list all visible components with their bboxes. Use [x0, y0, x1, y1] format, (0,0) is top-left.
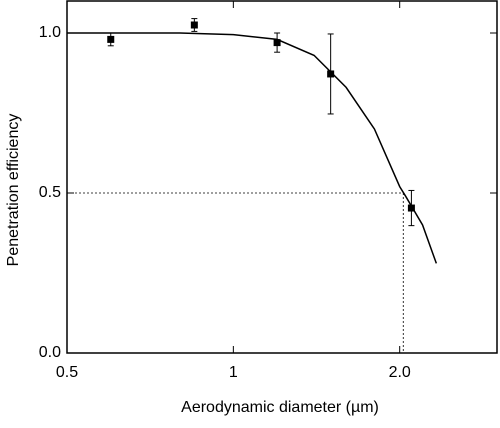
- data-point: [107, 35, 115, 43]
- x-tick-label: 1: [229, 364, 238, 381]
- fit-curve: [67, 32, 438, 264]
- x-axis-label: Aerodynamic diameter (µm): [181, 399, 379, 416]
- y-tick-label: 1.0: [39, 24, 61, 41]
- data-point: [327, 70, 335, 78]
- y-tick-label: 0.5: [39, 184, 61, 201]
- plot-frame: [66, 0, 498, 354]
- y-axis-label: Penetration efficiency: [5, 114, 22, 267]
- y-tick-label: 0.0: [39, 344, 61, 361]
- data-point: [407, 204, 415, 212]
- x-tick-label: 2.0: [389, 364, 411, 381]
- x-tick-label: 0.5: [56, 364, 78, 381]
- data-point: [273, 39, 281, 47]
- data-point: [190, 21, 198, 29]
